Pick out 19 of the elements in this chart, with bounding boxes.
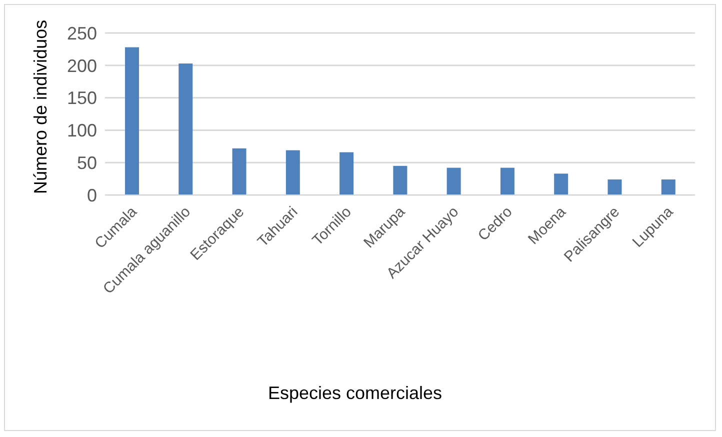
x-axis-title: Especies comerciales [266,383,444,404]
bar [232,148,246,195]
y-tick-label: 200 [66,56,97,76]
bar [554,174,568,195]
bar [286,150,300,195]
bar [178,63,193,195]
bar [125,47,139,195]
y-axis-title: Número de individuos [30,20,50,194]
bar [340,152,354,195]
bar [500,168,514,195]
y-tick-label: 0 [86,185,97,206]
y-tick-label: 100 [66,120,97,141]
y-tick-label: 50 [76,152,97,173]
bar [393,166,408,195]
bar [446,168,461,195]
bar [608,179,622,195]
y-tick-label: 250 [66,23,97,44]
y-tick-label: 150 [66,88,97,108]
bar [661,179,676,195]
